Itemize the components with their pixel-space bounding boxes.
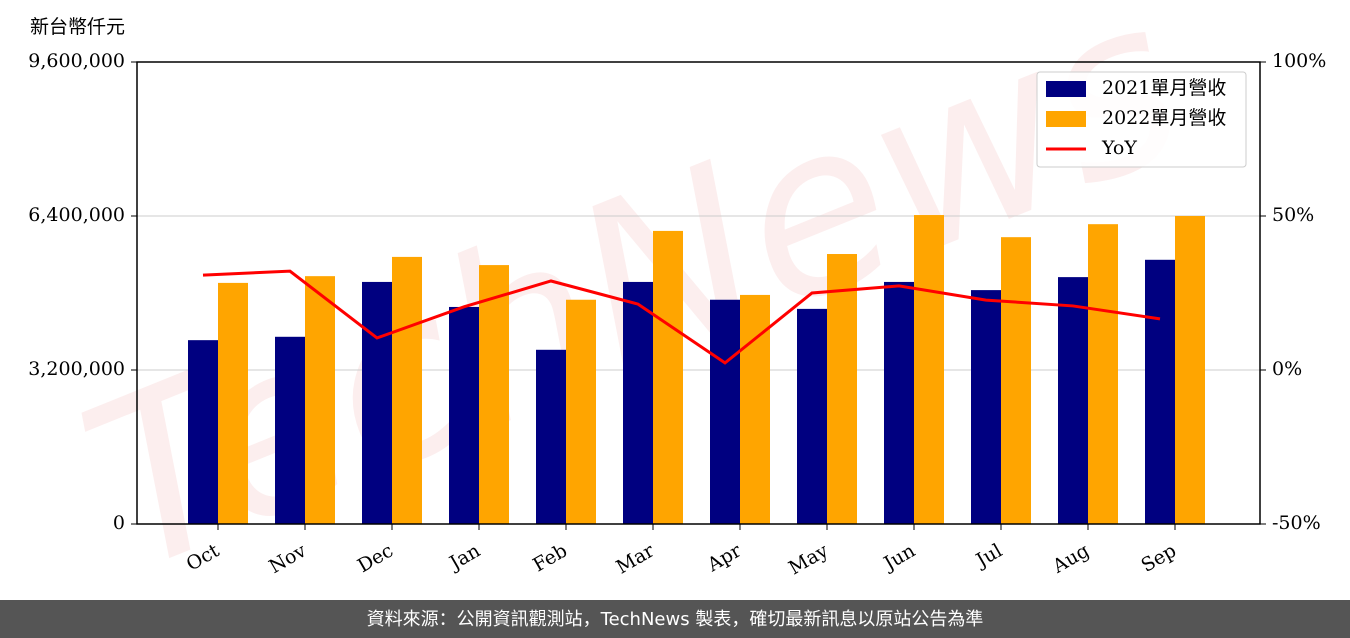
y-axis-label: 新台幣仟元: [30, 16, 125, 38]
plot-frame: [136, 61, 1261, 525]
legend-swatch: [1046, 111, 1086, 127]
y-tick-label: 0: [113, 512, 125, 534]
x-tick-label: Mar: [612, 539, 658, 578]
bar: [218, 282, 248, 524]
x-tick-label: Apr: [703, 539, 746, 576]
bar: [479, 265, 509, 524]
bar: [914, 215, 944, 524]
bar: [275, 336, 305, 524]
bar: [392, 256, 422, 524]
x-tick-label: Jan: [444, 540, 484, 576]
bar: [1175, 216, 1205, 524]
bar: [827, 254, 857, 525]
footer: 資料來源：公開資訊觀測站，TechNews 製表，確切最新訊息以原站公告為準: [367, 609, 984, 630]
legend-label: 2022單月營收: [1102, 107, 1226, 129]
legend-label: YoY: [1101, 137, 1137, 159]
bar: [740, 294, 770, 524]
y2-tick-label: 100%: [1272, 50, 1326, 72]
bar: [653, 230, 683, 524]
bar: [1058, 277, 1088, 524]
y-tick-label: 6,400,000: [28, 204, 125, 226]
x-tick-label: Jun: [878, 540, 919, 576]
x-tick-label: Aug: [1048, 540, 1093, 579]
y-tick-label: 9,600,000: [28, 50, 125, 72]
bar: [305, 276, 335, 524]
y2-tick-label: 0%: [1272, 358, 1302, 380]
legend-swatch: [1046, 81, 1086, 97]
bar: [1001, 237, 1031, 525]
legend-box: [1036, 71, 1247, 168]
bar: [623, 281, 653, 524]
x-tick-label: Sep: [1137, 540, 1180, 577]
x-tick-label: May: [785, 539, 832, 579]
bar: [1088, 224, 1118, 524]
x-tick-label: Jul: [971, 540, 1006, 573]
legend-label: 2021單月營收: [1102, 77, 1226, 99]
legend: 2021單月營收 2022單月營收 YoY: [1036, 71, 1247, 168]
bar: [710, 299, 740, 524]
x-tick-label: Dec: [354, 540, 397, 578]
bar: [188, 340, 218, 524]
bar: [362, 281, 392, 524]
footer-bar: [0, 600, 1350, 638]
y2-tick-label: -50%: [1272, 512, 1321, 534]
bar: [566, 299, 596, 524]
bar: [797, 308, 827, 524]
bar: [449, 306, 479, 524]
x-tick-label: Feb: [529, 540, 571, 577]
bar: [884, 281, 914, 524]
bar: [971, 290, 1001, 524]
y-tick-label: 3,200,000: [28, 358, 125, 380]
yoy-line: [202, 269, 1161, 365]
bar: [1145, 259, 1175, 524]
y2-tick-label: 50%: [1272, 204, 1314, 226]
bar: [536, 349, 566, 524]
